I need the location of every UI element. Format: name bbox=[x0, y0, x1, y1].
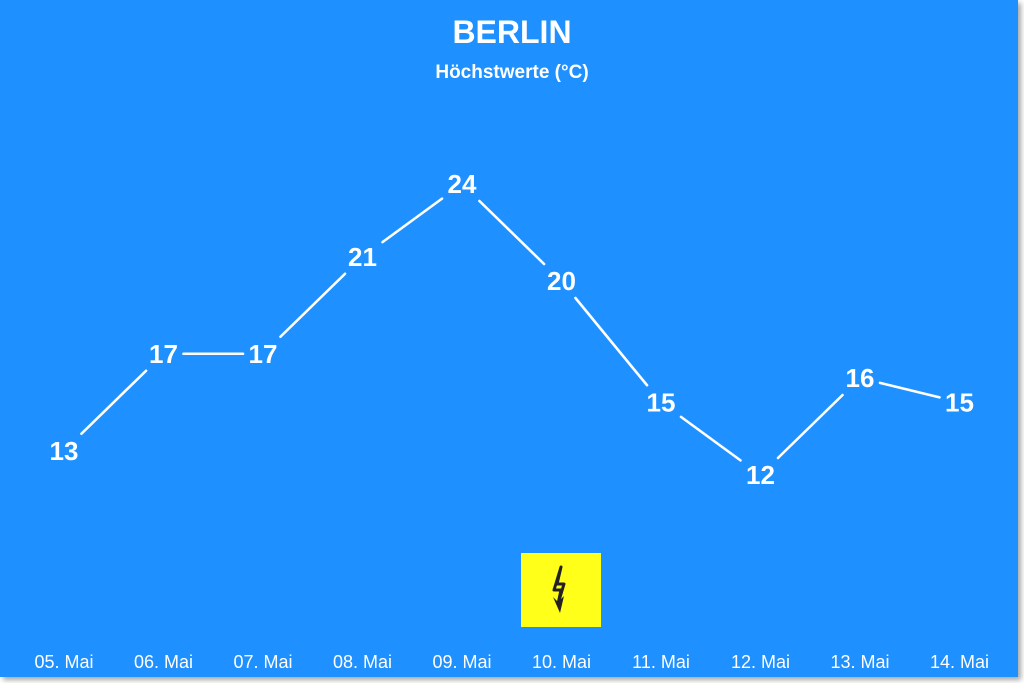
series-segment bbox=[381, 197, 444, 244]
data-label: 17 bbox=[249, 339, 278, 369]
series-segment bbox=[776, 393, 844, 460]
series-segment bbox=[279, 272, 347, 339]
x-tick-label: 08. Mai bbox=[333, 652, 392, 672]
x-tick-label: 14. Mai bbox=[930, 652, 989, 672]
x-axis-tick-labels: 05. Mai 06. Mai 07. Mai 08. Mai 09. Mai 10. M… bbox=[34, 652, 989, 672]
x-tick-label: 13. Mai bbox=[830, 652, 889, 672]
lightning-icon bbox=[552, 565, 566, 613]
series-line bbox=[80, 197, 941, 462]
x-tick-label: 06. Mai bbox=[134, 652, 193, 672]
series-segment bbox=[878, 381, 941, 399]
weather-badge bbox=[521, 553, 601, 627]
drop-lines bbox=[63, 204, 961, 625]
x-tick-label: 09. Mai bbox=[432, 652, 491, 672]
x-tick-label: 05. Mai bbox=[34, 652, 93, 672]
x-tick-label: 12. Mai bbox=[731, 652, 790, 672]
data-label: 12 bbox=[746, 460, 775, 490]
data-label: 20 bbox=[547, 266, 576, 296]
series-segment bbox=[80, 369, 148, 436]
series-segment bbox=[574, 296, 649, 387]
x-tick-label: 10. Mai bbox=[532, 652, 591, 672]
value-labels: 13 17 17 21 24 20 15 12 16 15 bbox=[50, 169, 974, 490]
data-label: 17 bbox=[149, 339, 178, 369]
x-tick-label: 11. Mai bbox=[632, 652, 690, 672]
data-label: 21 bbox=[348, 242, 377, 272]
chart-title: BERLIN bbox=[452, 14, 572, 50]
series-segment bbox=[679, 415, 742, 462]
data-label: 13 bbox=[50, 436, 79, 466]
data-label: 16 bbox=[846, 363, 875, 393]
data-label: 24 bbox=[448, 169, 477, 199]
chart-subtitle: Höchstwerte (°C) bbox=[435, 62, 589, 83]
x-tick-label: 07. Mai bbox=[233, 652, 292, 672]
data-label: 15 bbox=[647, 387, 676, 417]
data-label: 15 bbox=[945, 387, 974, 417]
series-segment bbox=[478, 199, 546, 266]
